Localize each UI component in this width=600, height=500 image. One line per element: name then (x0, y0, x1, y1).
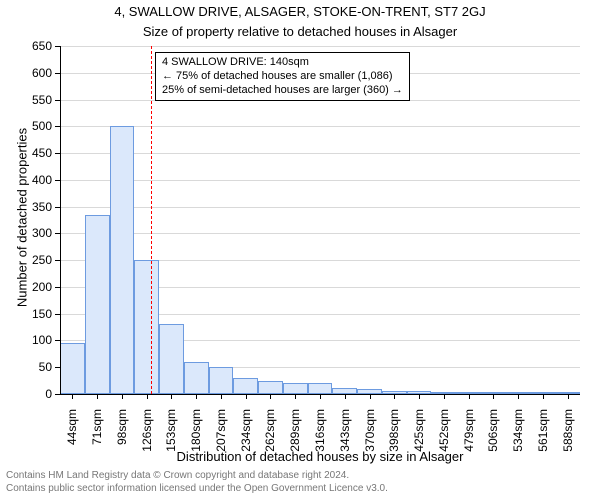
y-tick-label: 50 (0, 360, 52, 374)
gridline (60, 180, 580, 181)
x-tick-mark (419, 394, 420, 399)
x-tick-label: 44sqm (65, 409, 79, 464)
y-tick-label: 500 (0, 119, 52, 133)
x-tick-mark (97, 394, 98, 399)
histogram-bar (233, 378, 258, 394)
y-tick-label: 600 (0, 66, 52, 80)
footer-line-2: Contains public sector information licen… (6, 483, 388, 496)
gridline (60, 126, 580, 127)
x-tick-label: 452sqm (437, 409, 451, 464)
x-tick-label: 316sqm (313, 409, 327, 464)
x-tick-mark (493, 394, 494, 399)
x-tick-label: 98sqm (115, 409, 129, 464)
x-tick-mark (196, 394, 197, 399)
x-tick-mark (444, 394, 445, 399)
x-tick-mark (469, 394, 470, 399)
y-tick-label: 300 (0, 226, 52, 240)
histogram-bar (110, 126, 135, 394)
x-tick-label: 588sqm (561, 409, 575, 464)
x-tick-mark (295, 394, 296, 399)
property-marker-line (151, 46, 152, 394)
annotation-line: 25% of semi-detached houses are larger (… (162, 84, 403, 98)
x-tick-label: 126sqm (140, 409, 154, 464)
histogram-bar (85, 215, 110, 394)
x-tick-mark (543, 394, 544, 399)
x-tick-label: 506sqm (486, 409, 500, 464)
gridline (60, 46, 580, 47)
footer-line-1: Contains HM Land Registry data © Crown c… (6, 470, 388, 483)
x-tick-mark (171, 394, 172, 399)
histogram-bar (159, 324, 184, 394)
x-tick-label: 561sqm (536, 409, 550, 464)
gridline (60, 153, 580, 154)
histogram-bar (134, 260, 159, 394)
x-tick-label: 370sqm (363, 409, 377, 464)
x-tick-mark (246, 394, 247, 399)
x-tick-label: 180sqm (189, 409, 203, 464)
y-tick-label: 200 (0, 280, 52, 294)
chart-subtitle: Size of property relative to detached ho… (0, 24, 600, 39)
x-tick-mark (122, 394, 123, 399)
x-tick-label: 153sqm (164, 409, 178, 464)
x-tick-label: 534sqm (511, 409, 525, 464)
histogram-bar (258, 381, 283, 394)
x-tick-label: 425sqm (412, 409, 426, 464)
x-tick-mark (568, 394, 569, 399)
x-tick-mark (370, 394, 371, 399)
y-tick-label: 350 (0, 200, 52, 214)
x-tick-mark (394, 394, 395, 399)
x-tick-mark (345, 394, 346, 399)
x-tick-mark (270, 394, 271, 399)
x-tick-mark (221, 394, 222, 399)
y-tick-label: 100 (0, 333, 52, 347)
x-tick-mark (72, 394, 73, 399)
attribution-footer: Contains HM Land Registry data © Crown c… (6, 470, 388, 495)
y-axis-line (60, 46, 61, 394)
x-tick-mark (320, 394, 321, 399)
gridline (60, 207, 580, 208)
y-tick-label: 400 (0, 173, 52, 187)
histogram-bar (308, 383, 333, 394)
y-tick-label: 150 (0, 307, 52, 321)
histogram-bar (283, 383, 308, 394)
address-title: 4, SWALLOW DRIVE, ALSAGER, STOKE-ON-TREN… (0, 4, 600, 19)
x-tick-label: 207sqm (214, 409, 228, 464)
histogram-bar (209, 367, 234, 394)
x-tick-label: 71sqm (90, 409, 104, 464)
x-tick-label: 343sqm (338, 409, 352, 464)
annotation-box: 4 SWALLOW DRIVE: 140sqm← 75% of detached… (155, 52, 410, 101)
histogram-bar (60, 343, 85, 394)
annotation-line: ← 75% of detached houses are smaller (1,… (162, 70, 403, 84)
x-tick-label: 262sqm (263, 409, 277, 464)
x-tick-label: 234sqm (239, 409, 253, 464)
x-tick-mark (518, 394, 519, 399)
y-tick-label: 450 (0, 146, 52, 160)
y-tick-label: 0 (0, 387, 52, 401)
x-tick-label: 479sqm (462, 409, 476, 464)
histogram-plot: 4 SWALLOW DRIVE: 140sqm← 75% of detached… (60, 46, 580, 394)
x-tick-mark (147, 394, 148, 399)
histogram-bar (184, 362, 209, 394)
gridline (60, 233, 580, 234)
y-tick-label: 550 (0, 93, 52, 107)
annotation-line: 4 SWALLOW DRIVE: 140sqm (162, 56, 403, 70)
y-tick-label: 650 (0, 39, 52, 53)
y-tick-label: 250 (0, 253, 52, 267)
x-tick-label: 398sqm (387, 409, 401, 464)
x-tick-label: 289sqm (288, 409, 302, 464)
